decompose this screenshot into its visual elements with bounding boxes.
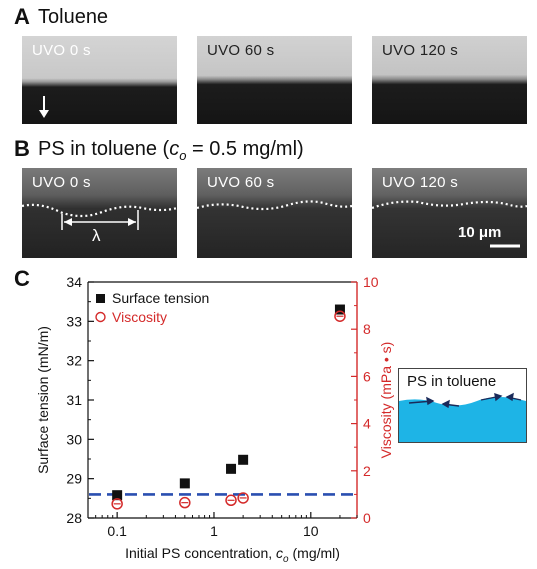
viscosity-marker-circle bbox=[334, 310, 346, 322]
viscosity-marker-circle bbox=[225, 494, 237, 507]
viscosity-point bbox=[225, 494, 237, 507]
inset-box: PS in toluene bbox=[398, 368, 527, 443]
image-label: UVO 60 s bbox=[207, 174, 275, 191]
y-left-axis-label: Surface tension (mN/m) bbox=[35, 326, 51, 474]
surface-tension-point bbox=[334, 304, 345, 315]
viscosity-marker-circle bbox=[179, 496, 191, 509]
image-label: UVO 0 s bbox=[32, 174, 91, 191]
viscosity-marker-circle bbox=[237, 492, 249, 504]
legend: Surface tension Viscosity bbox=[95, 290, 209, 325]
image-toluene-uvo-120: UVO 120 s bbox=[372, 36, 527, 124]
viscosity-point bbox=[334, 310, 346, 322]
y-left-tick-label: 31 bbox=[66, 392, 82, 408]
x-tick-label: 10 bbox=[303, 523, 319, 539]
image-toluene-uvo-0: UVO 0 s bbox=[22, 36, 177, 124]
liquid-surface-icon bbox=[399, 392, 526, 442]
y-left-tick-label: 34 bbox=[66, 274, 82, 290]
panel-b-title: PS in toluene (co = 0.5 mg/ml) bbox=[38, 138, 304, 163]
wavelength-symbol: λ bbox=[92, 226, 101, 245]
image-label: UVO 60 s bbox=[207, 42, 275, 59]
image-label: UVO 120 s bbox=[382, 42, 459, 59]
viscosity-marker-circle bbox=[111, 498, 123, 510]
x-tick-label: 1 bbox=[210, 523, 218, 539]
y-left-tick-label: 28 bbox=[66, 510, 82, 526]
image-label: UVO 0 s bbox=[32, 42, 91, 59]
legend-surface-marker bbox=[96, 294, 105, 303]
surface-tension-point bbox=[179, 478, 190, 489]
y-right-tick-label: 2 bbox=[363, 463, 371, 479]
y-right-tick-label: 0 bbox=[363, 510, 371, 526]
y-right-tick-label: 4 bbox=[363, 416, 371, 432]
surface-tension-point bbox=[238, 454, 249, 465]
surface-tension-point bbox=[226, 463, 237, 474]
panel-a-letter: A bbox=[14, 4, 30, 29]
inset-title: PS in toluene bbox=[407, 373, 497, 390]
y-left-tick-label: 30 bbox=[66, 431, 82, 447]
viscosity-point bbox=[179, 496, 191, 509]
image-ps-uvo-120: UVO 120 s 10 μm bbox=[372, 168, 527, 258]
x-tick-label: 0.1 bbox=[107, 523, 127, 539]
interface-profile bbox=[372, 200, 527, 248]
surface-tension-point bbox=[112, 490, 123, 501]
arrow-down-icon bbox=[39, 96, 49, 118]
image-toluene-uvo-60: UVO 60 s bbox=[197, 36, 352, 124]
image-label: UVO 120 s bbox=[382, 174, 459, 191]
viscosity-point bbox=[237, 492, 249, 504]
wavelength-arrow-icon bbox=[61, 210, 139, 230]
y-right-tick-label: 6 bbox=[363, 368, 371, 384]
image-ps-uvo-0: UVO 0 s λ bbox=[22, 168, 177, 258]
image-ps-uvo-60: UVO 60 s bbox=[197, 168, 352, 258]
legend-viscosity-label: Viscosity bbox=[112, 309, 167, 325]
x-axis-label: Initial PS concentration, co (mg/ml) bbox=[125, 545, 340, 565]
scatter-chart: 28 29 30 31 32 33 34 0 2 4 6 8 10 0.1 1 10 Surface tensi… bbox=[35, 274, 394, 565]
y-left-tick-label: 33 bbox=[66, 313, 82, 329]
scale-bar-label: 10 μm bbox=[458, 224, 502, 241]
interface-profile bbox=[197, 200, 352, 211]
interface-profile bbox=[22, 203, 177, 230]
y-right-axis-label: Viscosity (mPa • s) bbox=[378, 342, 394, 459]
y-left-tick-label: 32 bbox=[66, 353, 82, 369]
y-left-tick-label: 29 bbox=[66, 471, 82, 487]
panel-b-letter: B bbox=[14, 136, 30, 161]
legend-viscosity-marker bbox=[95, 311, 106, 323]
panel-c-letter: C bbox=[14, 266, 30, 291]
y-right-tick-label: 10 bbox=[363, 274, 379, 290]
legend-surface-label: Surface tension bbox=[112, 290, 209, 306]
panel-a-title: Toluene bbox=[38, 6, 109, 28]
y-right-tick-label: 8 bbox=[363, 321, 371, 337]
viscosity-point bbox=[111, 498, 123, 510]
